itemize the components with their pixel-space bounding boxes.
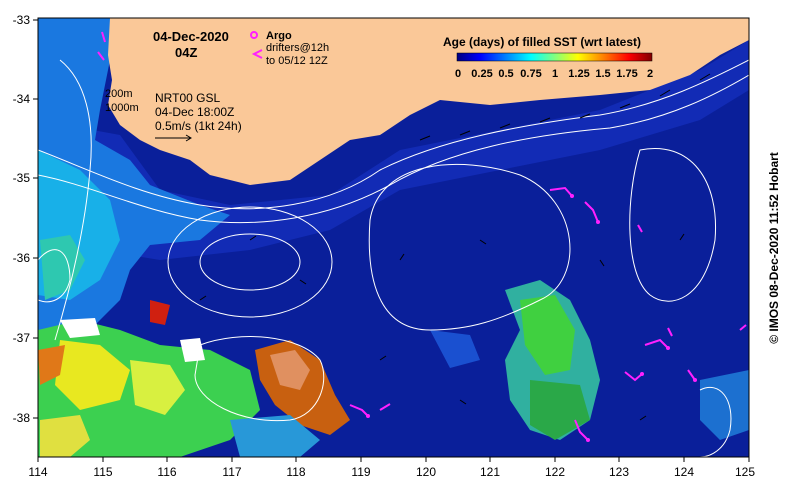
- drifter-tracks: [97, 31, 747, 441]
- drifters-date: to 05/12 12Z: [266, 55, 328, 67]
- credit-text: © IMOS 08-Dec-2020 11:52 Hobart: [767, 152, 781, 344]
- sst-patch-orange-west: [38, 345, 65, 385]
- drifter-heads: [366, 194, 697, 442]
- colorbar-tick: 2: [647, 68, 653, 80]
- lon-label: 114: [28, 465, 47, 479]
- lon-label: 123: [609, 465, 629, 479]
- shelf-water: [38, 40, 749, 260]
- colorbar-tick: 1.75: [616, 68, 637, 80]
- lon-label: 120: [416, 465, 436, 479]
- lon-axis: 114 115 116 117 118 119 120 121 122 123 …: [28, 465, 755, 479]
- colorbar-strip: [456, 52, 653, 62]
- colorbar-tick: 0.25: [471, 68, 492, 80]
- colorbar-tick: 1.25: [568, 68, 589, 80]
- sst-patch-blue-mid: [430, 330, 480, 368]
- colorbar-title: Age (days) of filled SST (wrt latest): [443, 35, 641, 49]
- current-vectors: [199, 73, 711, 421]
- sst-patch-lime: [130, 360, 185, 415]
- lon-label: 119: [351, 465, 370, 479]
- drifter-symbol-icon: [251, 49, 263, 59]
- vector-scale-label: 0.5m/s (1kt 24h): [155, 119, 242, 133]
- argo-legend: Argo drifters@12h to 05/12 12Z: [250, 30, 329, 67]
- colorbar: Age (days) of filled SST (wrt latest) 0 …: [443, 35, 653, 80]
- lat-axis: -33 -34 -35 -36 -37 -38: [13, 13, 31, 425]
- isobath-contours: [38, 59, 749, 341]
- sst-patch-darkgreen: [530, 380, 590, 440]
- lon-label: 122: [545, 465, 565, 479]
- lon-label: 118: [286, 465, 305, 479]
- sst-patch-yellow-sw: [40, 415, 90, 457]
- vector-scale-arrow-icon: [155, 134, 192, 142]
- lon-label: 116: [157, 465, 176, 479]
- lat-label: -35: [13, 171, 31, 185]
- lat-label: -36: [13, 251, 31, 265]
- lon-label: 124: [674, 465, 694, 479]
- lat-label: -38: [13, 411, 31, 425]
- lon-label: 115: [93, 465, 112, 479]
- lon-label: 121: [480, 465, 500, 479]
- sst-gap-white-2: [60, 318, 100, 338]
- lat-label: -33: [13, 13, 31, 27]
- colorbar-tick: 0.75: [520, 68, 541, 80]
- sst-patch-teal: [40, 235, 85, 300]
- sst-patch-yellow: [55, 340, 130, 410]
- sst-patch-blue-south: [230, 415, 320, 457]
- sst-patch-red: [150, 300, 170, 325]
- argo-label: Argo: [266, 30, 292, 42]
- lon-label: 125: [735, 465, 755, 479]
- product-name: NRT00 GSL: [155, 91, 220, 105]
- lat-label: -37: [13, 331, 31, 345]
- map-date: 04-Dec-2020: [153, 29, 229, 44]
- axis-ticks: [33, 19, 750, 462]
- colorbar-tick: 0: [455, 68, 461, 80]
- drifters-label: drifters@12h: [266, 42, 329, 54]
- argo-symbol-icon: [250, 31, 258, 39]
- credit-vertical: © IMOS 08-Dec-2020 11:52 Hobart: [764, 18, 784, 478]
- colorbar-tick: 1: [552, 68, 558, 80]
- lon-label: 117: [222, 465, 241, 479]
- colorbar-tick: 0.5: [498, 68, 513, 80]
- sst-gap-white: [180, 338, 205, 362]
- map-time: 04Z: [175, 45, 197, 60]
- sst-patch-brightgreen: [520, 295, 575, 375]
- colorbar-tick: 1.5: [595, 68, 610, 80]
- ssh-contours: [38, 148, 732, 457]
- isobath-label-200: 200m: [105, 88, 133, 100]
- isobath-label-1000: 1000m: [105, 102, 139, 114]
- product-time: 04-Dec 18:00Z: [155, 105, 234, 119]
- plot-frame: [37, 17, 750, 458]
- sst-patch-tan: [270, 350, 310, 390]
- lat-label: -34: [13, 92, 31, 106]
